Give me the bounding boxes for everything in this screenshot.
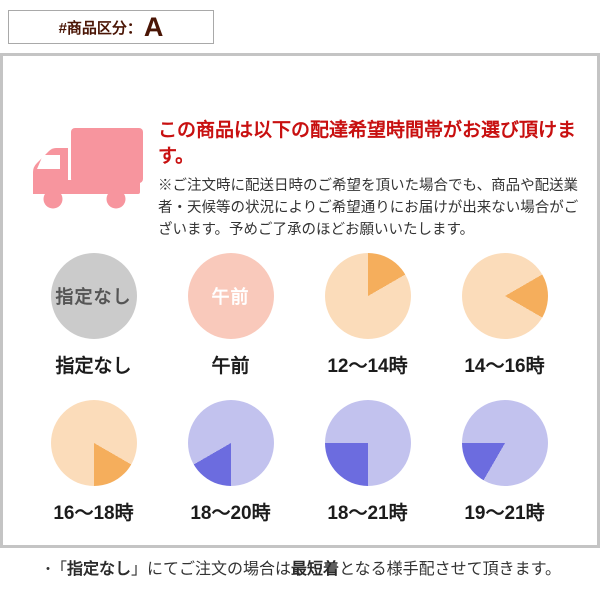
clock-pie-icon bbox=[324, 400, 411, 486]
time-slot-label: 午前 bbox=[211, 356, 250, 377]
time-slot: 16〜18時 bbox=[25, 400, 162, 525]
delivery-info-panel: この商品は以下の配達希望時間帯がお選び頂けます。 ※ご注文時に配送日時のご希望を… bbox=[0, 53, 600, 578]
time-slot-inner-label: 指定なし bbox=[55, 287, 132, 307]
delivery-note: ※ご注文時に配送日時のご希望を頂いた場合でも、商品や配送業者・天候等の状況により… bbox=[158, 178, 579, 239]
clock-pie-icon bbox=[187, 400, 274, 486]
product-class-box: #商品区分： A bbox=[8, 10, 214, 44]
time-slot: 18〜20時 bbox=[162, 400, 299, 525]
time-slot-inner-label: 午前 bbox=[211, 287, 250, 307]
delivery-title: この商品は以下の配達希望時間帯がお選び頂けます。 bbox=[158, 120, 577, 167]
clock-pie-icon bbox=[50, 400, 137, 486]
clock-pie-icon: 午前 bbox=[187, 253, 274, 339]
footer-note: ・「指定なし」にてご注文の場合は最短着となる様手配させて頂きます。 bbox=[41, 559, 581, 581]
clock-pie-icon bbox=[461, 400, 548, 486]
time-slot: 18〜21時 bbox=[299, 400, 436, 525]
time-slot-grid: 指定なし 指定なし 午前 午前 12〜14時 14〜16時 16〜18時 18〜… bbox=[25, 253, 573, 525]
bullet-icon: ・ bbox=[41, 561, 55, 577]
time-slot: 19〜21時 bbox=[436, 400, 573, 525]
time-slot-label: 16〜18時 bbox=[53, 503, 134, 524]
product-class-value: A bbox=[143, 11, 164, 42]
time-slot-label: 14〜16時 bbox=[464, 356, 545, 377]
clock-pie-icon bbox=[461, 253, 548, 339]
time-slot-label: 18〜21時 bbox=[327, 503, 408, 524]
time-slot: 12〜14時 bbox=[299, 253, 436, 378]
delivery-truck-icon bbox=[33, 128, 143, 209]
footer-note-text: 「指定なし」にてご注文の場合は最短着となる様手配させて頂きます。 bbox=[59, 561, 561, 578]
time-slot-label: 18〜20時 bbox=[190, 503, 271, 524]
time-slot: 指定なし 指定なし bbox=[25, 253, 162, 378]
clock-pie-icon: 指定なし bbox=[50, 253, 137, 339]
clock-pie-icon bbox=[324, 253, 411, 339]
delivery-header: この商品は以下の配達希望時間帯がお選び頂けます。 ※ご注文時に配送日時のご希望を… bbox=[158, 118, 592, 241]
product-class-label: #商品区分： bbox=[58, 19, 142, 37]
time-slot-label: 12〜14時 bbox=[327, 356, 408, 377]
time-slot: 午前 午前 bbox=[162, 253, 299, 378]
time-slot-label: 19〜21時 bbox=[464, 503, 545, 524]
time-slot: 14〜16時 bbox=[436, 253, 573, 378]
time-slot-label: 指定なし bbox=[55, 356, 132, 377]
